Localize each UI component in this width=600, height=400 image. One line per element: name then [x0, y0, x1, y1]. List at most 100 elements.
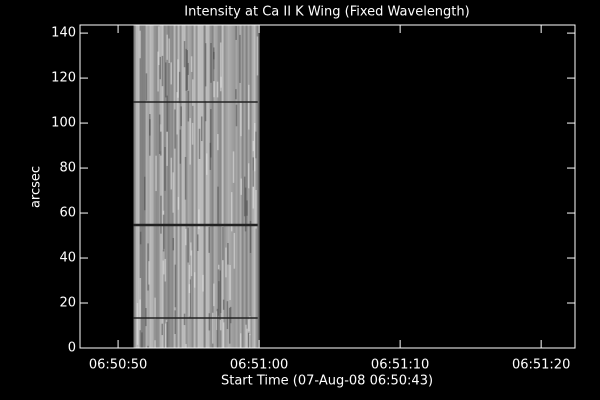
texture-column — [133, 25, 136, 348]
texture-streak — [210, 109, 212, 158]
texture-column — [185, 25, 188, 348]
y-tick-label: 80 — [59, 161, 76, 176]
texture-streak — [190, 242, 192, 256]
texture-streak — [155, 155, 157, 192]
texture-column — [187, 25, 190, 348]
texture-streak — [145, 73, 148, 101]
texture-streak — [154, 340, 156, 348]
texture-streak — [217, 134, 219, 151]
texture-streak — [161, 55, 164, 87]
texture-streak — [188, 284, 191, 317]
texture-streak — [187, 227, 189, 263]
texture-streak — [166, 321, 168, 348]
texture-streak — [239, 34, 241, 83]
texture-column — [237, 25, 240, 348]
texture-column — [165, 25, 168, 348]
texture-streak — [187, 62, 189, 75]
texture-streak — [170, 157, 173, 190]
texture-column — [145, 25, 148, 348]
texture-column — [179, 25, 182, 348]
texture-streak — [204, 43, 207, 87]
texture-column — [167, 25, 170, 348]
texture-streak — [187, 90, 190, 122]
texture-streak — [193, 272, 196, 288]
texture-streak — [235, 104, 238, 127]
texture-column — [253, 25, 256, 348]
x-tick-label: 06:51:00 — [230, 358, 288, 373]
texture-streak — [222, 226, 224, 261]
texture-streak — [162, 214, 165, 252]
texture-streak — [154, 297, 156, 320]
texture-streak — [227, 243, 229, 265]
texture-streak — [246, 200, 248, 216]
texture-streak — [163, 248, 165, 275]
texture-column — [241, 25, 244, 348]
texture-streak — [216, 308, 219, 348]
texture-column — [161, 25, 164, 348]
texture-column — [193, 25, 196, 348]
texture-column — [157, 25, 160, 348]
texture-column — [159, 25, 162, 348]
texture-column — [217, 25, 220, 348]
texture-streak — [160, 195, 162, 234]
texture-streak — [141, 332, 143, 348]
texture-streak — [217, 269, 220, 316]
texture-column — [149, 25, 152, 348]
texture-streak — [189, 118, 191, 165]
texture-streak — [213, 51, 215, 82]
texture-column — [255, 25, 258, 348]
texture-streak — [158, 114, 161, 154]
texture-streak — [145, 308, 147, 327]
texture-streak — [147, 243, 149, 291]
texture-streak — [219, 270, 221, 320]
texture-streak — [247, 331, 250, 348]
texture-column — [211, 25, 214, 348]
texture-column — [215, 25, 218, 348]
texture-streak — [240, 178, 242, 195]
texture-streak — [179, 129, 182, 164]
texture-column — [175, 25, 178, 348]
texture-streak — [191, 122, 194, 145]
texture-column — [209, 25, 212, 348]
texture-streak — [225, 247, 227, 278]
texture-streak — [239, 333, 242, 348]
texture-streak — [252, 170, 255, 209]
texture-column — [191, 25, 194, 348]
texture-column — [221, 25, 224, 348]
texture-streak — [229, 264, 231, 301]
texture-streak — [139, 278, 142, 318]
texture-column — [205, 25, 208, 348]
texture-column — [229, 25, 232, 348]
texture-streak — [178, 71, 181, 104]
texture-column — [137, 25, 140, 348]
texture-streak — [139, 299, 141, 331]
texture-streak — [166, 34, 168, 60]
texture-streak — [174, 109, 176, 149]
texture-streak — [147, 345, 149, 348]
texture-streak — [174, 264, 177, 308]
texture-column — [203, 25, 206, 348]
texture-streak — [174, 310, 176, 335]
texture-column — [257, 25, 260, 348]
texture-streak — [185, 343, 187, 348]
texture-streak — [233, 232, 236, 269]
texture-streak — [157, 51, 159, 92]
texture-streak — [252, 157, 255, 187]
texture-column — [201, 25, 204, 348]
texture-streak — [222, 322, 225, 348]
texture-streak — [228, 307, 231, 344]
texture-streak — [252, 140, 255, 152]
texture-column — [225, 25, 228, 348]
texture-streak — [244, 187, 247, 232]
texture-streak — [189, 279, 191, 319]
texture-column — [199, 25, 202, 348]
texture-streak — [243, 176, 246, 217]
y-tick-label: 120 — [51, 71, 76, 86]
texture-streak — [240, 102, 242, 137]
texture-column — [173, 25, 176, 348]
x-tick-label: 06:51:20 — [512, 358, 570, 373]
texture-streak — [219, 42, 222, 92]
texture-streak — [213, 47, 215, 60]
texture-column — [147, 25, 150, 348]
